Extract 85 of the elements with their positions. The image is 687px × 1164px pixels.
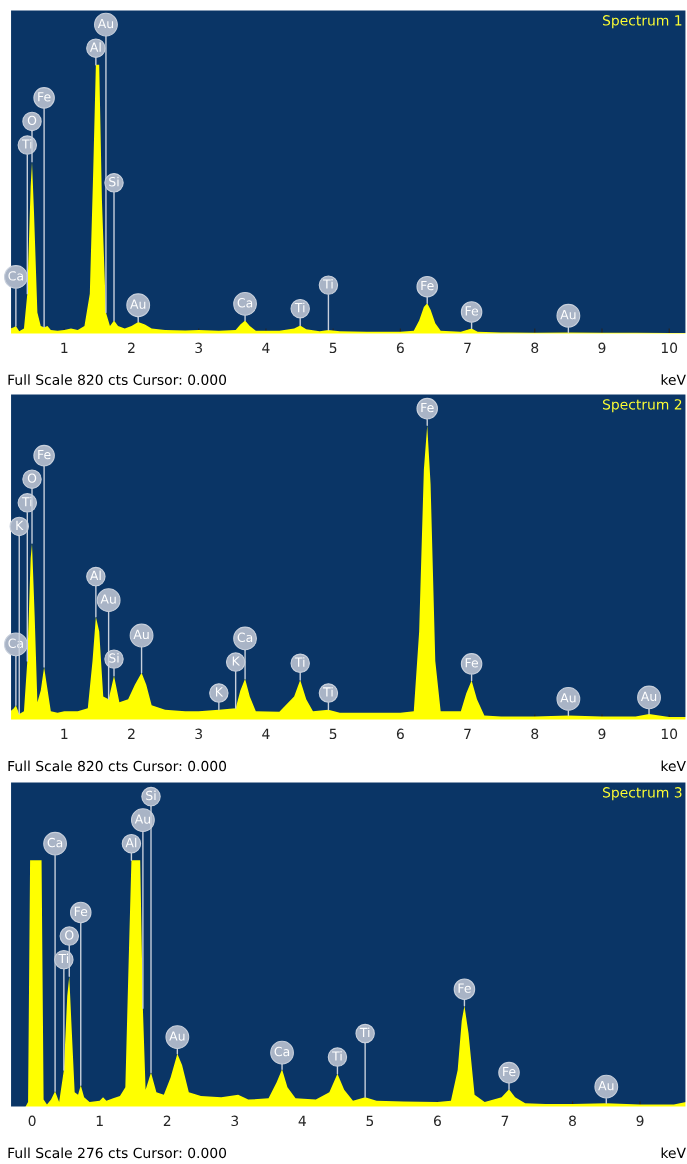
annotation: Fe bbox=[503, 1066, 516, 1077]
x-tick-label: 10 bbox=[661, 342, 678, 354]
x-tick-label: 5 bbox=[366, 1115, 374, 1127]
annotation: Ti bbox=[294, 657, 305, 667]
x-tick-label: 10 bbox=[661, 728, 678, 740]
x-tick-label: 4 bbox=[262, 342, 270, 353]
annotation: Au bbox=[97, 18, 114, 29]
chart-title: Spectrum 3 bbox=[602, 787, 682, 801]
annotation: Ti bbox=[359, 1027, 370, 1037]
annotation: Fe bbox=[38, 92, 51, 102]
annotation: Si bbox=[109, 176, 119, 187]
annotation: K bbox=[215, 687, 224, 697]
annotation: Ca bbox=[274, 1046, 290, 1057]
x-tick-label: 9 bbox=[636, 1115, 644, 1127]
annotation: Al bbox=[89, 570, 101, 580]
x-tick-label: 9 bbox=[598, 728, 606, 740]
annotation: K bbox=[16, 520, 24, 530]
annotation: Au bbox=[169, 1031, 185, 1041]
text: Full Scale 276 cts Cursor: 0.000 bbox=[8, 1147, 227, 1159]
annotation: Si bbox=[146, 790, 156, 801]
annotation: K bbox=[232, 656, 241, 666]
x-tick-label: 6 bbox=[433, 1115, 441, 1127]
annotation: O bbox=[27, 473, 37, 483]
annotation: Au bbox=[560, 693, 576, 703]
x-tick-label: 2 bbox=[128, 728, 135, 739]
annotation: Ca bbox=[8, 638, 23, 649]
annotation: Au bbox=[598, 1081, 614, 1091]
x-axis-title: keV bbox=[661, 760, 686, 772]
annotation: Ti bbox=[21, 496, 32, 507]
x-tick-label: 5 bbox=[329, 342, 337, 354]
annotation: Ca bbox=[47, 837, 63, 848]
x-tick-label: 3 bbox=[195, 728, 202, 740]
annotation: Au bbox=[133, 629, 149, 640]
chart-title: Spectrum 2 bbox=[602, 399, 682, 413]
x-tick-label: 7 bbox=[501, 1115, 509, 1126]
x-axis-title: keV bbox=[661, 374, 686, 386]
x-tick-label: 1 bbox=[61, 342, 68, 353]
x-tick-label: 8 bbox=[531, 342, 539, 354]
annotation: Au bbox=[134, 814, 150, 824]
annotation: Au bbox=[100, 594, 116, 604]
annotation: Ca bbox=[8, 271, 23, 281]
x-tick-label: 1 bbox=[96, 1115, 103, 1126]
annotation: Au bbox=[640, 691, 657, 702]
annotation: Ca bbox=[237, 298, 253, 308]
annotation: Ti bbox=[332, 1051, 342, 1061]
annotation: Ti bbox=[21, 139, 32, 149]
x-tick-label: 7 bbox=[464, 728, 471, 739]
x-tick-label: 8 bbox=[569, 1115, 576, 1127]
text: Full Scale 820 cts Cursor: 0.000 bbox=[8, 374, 227, 386]
x-tick-label: 2 bbox=[128, 342, 135, 353]
annotation: Au bbox=[560, 310, 576, 320]
chart-title: Spectrum 1 bbox=[602, 15, 682, 29]
annotation: Al bbox=[125, 837, 137, 848]
x-tick-label: 6 bbox=[396, 728, 404, 740]
annotation: Ti bbox=[323, 686, 333, 697]
annotation: Fe bbox=[421, 281, 434, 291]
x-tick-label: 7 bbox=[464, 342, 471, 353]
annotation: Fe bbox=[74, 906, 88, 917]
x-tick-label: 1 bbox=[61, 728, 68, 739]
text: Full Scale 820 cts Cursor: 0.000 bbox=[8, 760, 227, 772]
annotation: Au bbox=[130, 299, 146, 309]
annotation: Fe bbox=[458, 983, 471, 993]
annotation: Ti bbox=[294, 302, 305, 313]
annotation: Fe bbox=[465, 306, 479, 316]
x-tick-label: 4 bbox=[298, 1115, 306, 1126]
annotation: Si bbox=[109, 653, 119, 663]
x-tick-label: 5 bbox=[329, 728, 337, 740]
annotation: Al bbox=[89, 42, 101, 52]
annotation: Fe bbox=[38, 449, 51, 460]
annotation: Ca bbox=[237, 632, 253, 643]
x-tick-label: 8 bbox=[531, 728, 539, 740]
annotation: O bbox=[27, 115, 37, 126]
x-tick-label: 4 bbox=[262, 728, 270, 739]
annotation: Fe bbox=[421, 402, 434, 413]
x-tick-label: 0 bbox=[28, 1115, 36, 1127]
annotation: Fe bbox=[465, 658, 479, 668]
x-tick-label: 3 bbox=[195, 342, 202, 354]
x-tick-label: 2 bbox=[163, 1115, 171, 1126]
x-axis-title: keV bbox=[661, 1147, 686, 1159]
annotation: O bbox=[65, 930, 74, 940]
annotation: Ti bbox=[58, 953, 69, 964]
x-tick-label: 9 bbox=[598, 342, 606, 354]
x-tick-label: 6 bbox=[396, 342, 404, 354]
x-tick-label: 3 bbox=[231, 1115, 239, 1127]
annotation: Ti bbox=[323, 279, 333, 289]
